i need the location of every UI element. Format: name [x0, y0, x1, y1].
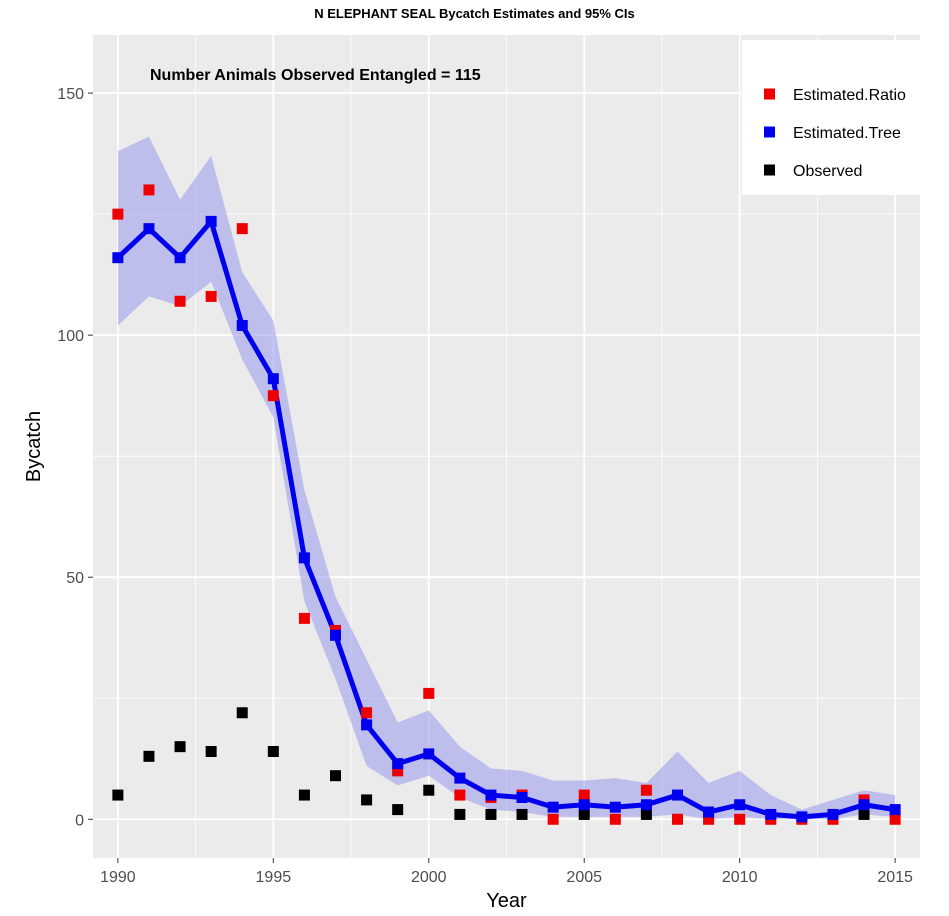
point-estimated-tree	[361, 719, 373, 731]
point-estimated-ratio	[143, 184, 155, 196]
point-estimated-tree	[143, 223, 155, 235]
point-observed	[174, 741, 186, 753]
point-observed	[858, 808, 870, 820]
legend-key	[764, 164, 775, 176]
x-tick-label: 1990	[100, 869, 136, 886]
y-tick-label: 50	[66, 570, 84, 587]
point-observed	[423, 784, 435, 796]
point-estimated-ratio	[609, 813, 621, 825]
y-axis: 0 50 100 150	[57, 86, 93, 829]
point-estimated-ratio	[236, 223, 248, 235]
point-observed	[485, 808, 497, 820]
point-estimated-ratio	[454, 789, 466, 801]
x-tick-label: 2010	[722, 869, 758, 886]
point-estimated-ratio	[267, 390, 279, 402]
legend-label: Observed	[793, 163, 862, 180]
x-tick-label: 2015	[877, 869, 913, 886]
x-axis: 1990 1995 2000 2005 2010 2015	[100, 858, 913, 886]
chart-title: N ELEPHANT SEAL Bycatch Estimates and 95…	[314, 6, 635, 21]
point-estimated-tree	[547, 801, 559, 813]
point-estimated-tree	[205, 215, 217, 227]
legend-label: Estimated.Ratio	[793, 87, 906, 104]
point-estimated-tree	[516, 791, 528, 803]
point-estimated-ratio	[547, 813, 559, 825]
point-observed	[516, 808, 528, 820]
point-estimated-ratio	[423, 687, 435, 699]
point-estimated-tree	[734, 799, 746, 811]
point-estimated-tree	[703, 806, 715, 818]
x-tick-label: 2000	[411, 869, 447, 886]
point-estimated-tree	[112, 252, 124, 264]
point-observed	[298, 789, 310, 801]
point-estimated-tree	[578, 799, 590, 811]
y-axis-title: Bycatch	[23, 411, 45, 482]
point-estimated-ratio	[734, 813, 746, 825]
point-estimated-tree	[298, 552, 310, 564]
point-estimated-tree	[423, 748, 435, 760]
y-tick-label: 100	[57, 328, 84, 345]
point-estimated-ratio	[298, 612, 310, 624]
point-observed	[640, 808, 652, 820]
point-estimated-tree	[174, 252, 186, 264]
point-estimated-ratio	[889, 813, 901, 825]
annotation-text: Number Animals Observed Entangled = 115	[150, 67, 481, 84]
point-observed	[392, 804, 404, 816]
x-tick-label: 1995	[256, 869, 292, 886]
x-tick-label: 2005	[566, 869, 602, 886]
point-estimated-tree	[609, 801, 621, 813]
point-estimated-ratio	[205, 290, 217, 302]
y-tick-label: 0	[75, 812, 84, 829]
point-estimated-ratio	[703, 813, 715, 825]
point-estimated-tree	[454, 772, 466, 784]
point-estimated-tree	[330, 629, 342, 641]
point-estimated-tree	[765, 808, 777, 820]
point-observed	[361, 794, 373, 806]
point-observed	[143, 750, 155, 762]
point-observed	[112, 789, 124, 801]
point-observed	[205, 745, 217, 757]
ci-band-layer	[117, 136, 896, 820]
point-observed	[330, 770, 342, 782]
point-estimated-ratio	[174, 295, 186, 307]
point-estimated-ratio	[112, 208, 124, 220]
point-estimated-tree	[827, 808, 839, 820]
point-estimated-tree	[796, 811, 808, 823]
point-estimated-ratio	[671, 813, 683, 825]
point-estimated-tree	[236, 319, 248, 331]
points-layer	[112, 184, 901, 825]
ci-band	[117, 136, 896, 820]
point-estimated-ratio	[578, 789, 590, 801]
point-estimated-tree	[640, 799, 652, 811]
point-estimated-tree	[858, 799, 870, 811]
point-estimated-tree	[485, 789, 497, 801]
point-estimated-ratio	[361, 707, 373, 719]
legend-key	[764, 88, 775, 100]
legend-key	[764, 126, 775, 138]
point-estimated-ratio	[640, 784, 652, 796]
point-estimated-tree	[671, 789, 683, 801]
y-tick-label: 150	[57, 86, 84, 103]
point-observed	[267, 745, 279, 757]
point-estimated-tree	[267, 373, 279, 385]
point-estimated-tree	[392, 758, 404, 770]
legend-label: Estimated.Tree	[793, 125, 901, 142]
point-observed	[578, 808, 590, 820]
point-observed	[454, 808, 466, 820]
legend: Estimated.Ratio Estimated.Tree Observed	[742, 40, 932, 195]
point-estimated-ratio	[392, 765, 404, 777]
point-estimated-tree	[889, 804, 901, 816]
x-axis-title: Year	[486, 890, 527, 912]
point-observed	[236, 707, 248, 719]
